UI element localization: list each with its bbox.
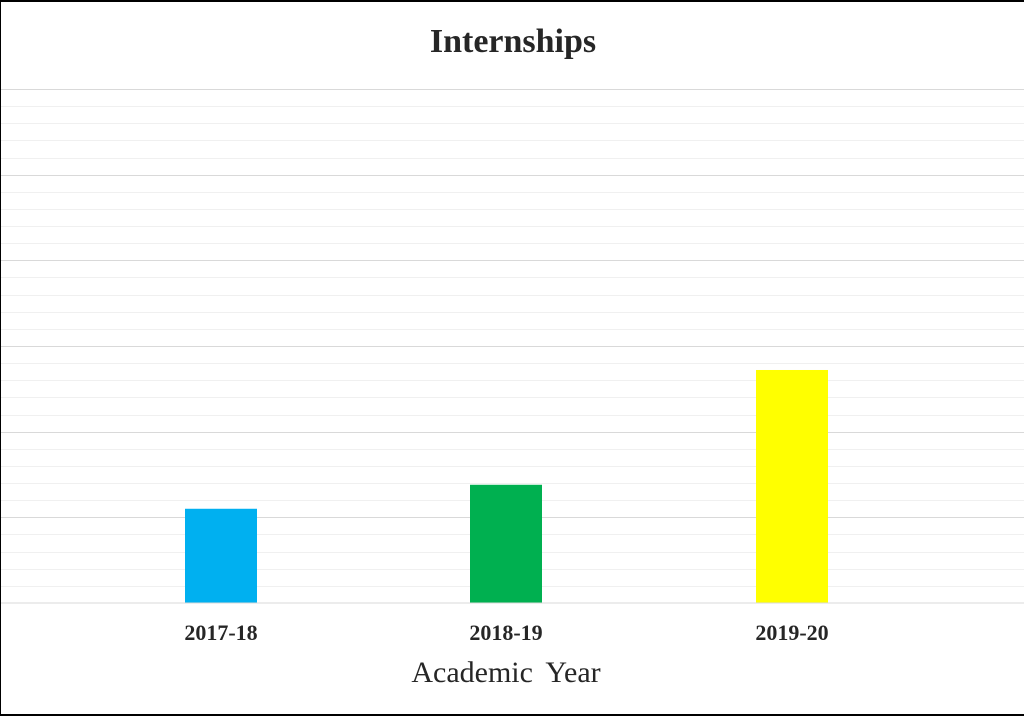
x-tick-label: 2019-20 [755, 620, 828, 645]
x-tick-labels: 2017-18 2018-19 2019-20 [184, 620, 828, 645]
bar-2018-19 [470, 484, 542, 603]
x-tick-label: 2018-19 [469, 620, 542, 645]
x-axis-title: Academic Year [411, 656, 601, 689]
bar-2019-20 [756, 369, 828, 603]
x-tick-label: 2017-18 [184, 620, 257, 645]
chart-title: Internships [429, 23, 597, 60]
gridlines [1, 89, 1024, 587]
bar-2017-18 [185, 508, 257, 603]
bars [185, 369, 828, 603]
